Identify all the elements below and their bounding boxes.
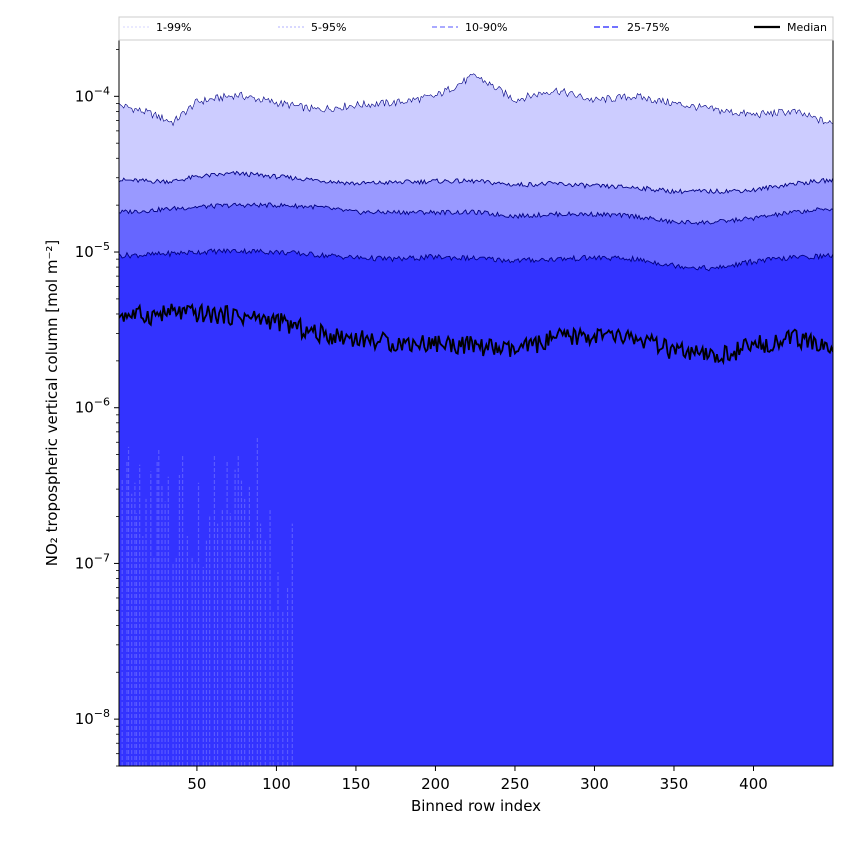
y-tick-mantissa: 10: [75, 554, 94, 572]
y-tick-label-4: 10−5: [75, 240, 110, 261]
x-tick-label-100: 100: [262, 775, 291, 793]
y-tick-mantissa: 10: [75, 399, 94, 417]
y-tick-mantissa: 10: [75, 243, 94, 261]
y-axis-label: NO₂ tropospheric vertical column [mol m⁻…: [43, 240, 61, 566]
y-tick-label-1: 10−8: [75, 707, 110, 728]
legend: 1-99% 5-95% 10-90% 25-75% Median: [118, 16, 834, 41]
y-tick-exponent: −7: [94, 551, 110, 564]
y-tick-exponent: −5: [94, 240, 110, 253]
y-tick-label-2: 10−7: [75, 551, 110, 572]
legend-label-3: 10-90%: [465, 21, 507, 34]
x-tick-label-150: 150: [342, 775, 371, 793]
x-tick-label-350: 350: [660, 775, 689, 793]
band-upper-line-2: [119, 170, 833, 195]
y-tick-label-5: 10−4: [75, 84, 110, 105]
x-tick-label-250: 250: [501, 775, 530, 793]
x-tick-label-200: 200: [421, 775, 450, 793]
plot-area: [119, 73, 833, 766]
x-tick-label-300: 300: [580, 775, 609, 793]
median-line: [119, 302, 833, 366]
legend-box: [118, 16, 834, 41]
legend-label-4: 25-75%: [627, 21, 669, 34]
y-tick-mantissa: 10: [75, 710, 94, 728]
y-tick-exponent: −4: [94, 84, 110, 97]
legend-label-5: Median: [787, 21, 827, 34]
x-axis-label: Binned row index: [411, 797, 541, 815]
y-tick-mantissa: 10: [75, 87, 94, 105]
band-upper-line-4: [119, 247, 833, 272]
y-tick-exponent: −8: [94, 707, 110, 720]
x-tick-label-50: 50: [187, 775, 206, 793]
legend-label-1: 1-99%: [156, 21, 191, 34]
y-axis: 10−810−710−610−510−4: [75, 49, 119, 767]
legend-label-2: 5-95%: [311, 21, 346, 34]
band-upper-line-3: [119, 202, 833, 226]
y-tick-exponent: −6: [94, 396, 110, 409]
x-axis: 50 100 150 200 250 300 350 400: [187, 766, 768, 793]
x-tick-label-400: 400: [739, 775, 768, 793]
y-tick-label-3: 10−6: [75, 396, 110, 417]
band-fill-4: [119, 248, 833, 766]
band-upper-line-1: [119, 73, 833, 127]
